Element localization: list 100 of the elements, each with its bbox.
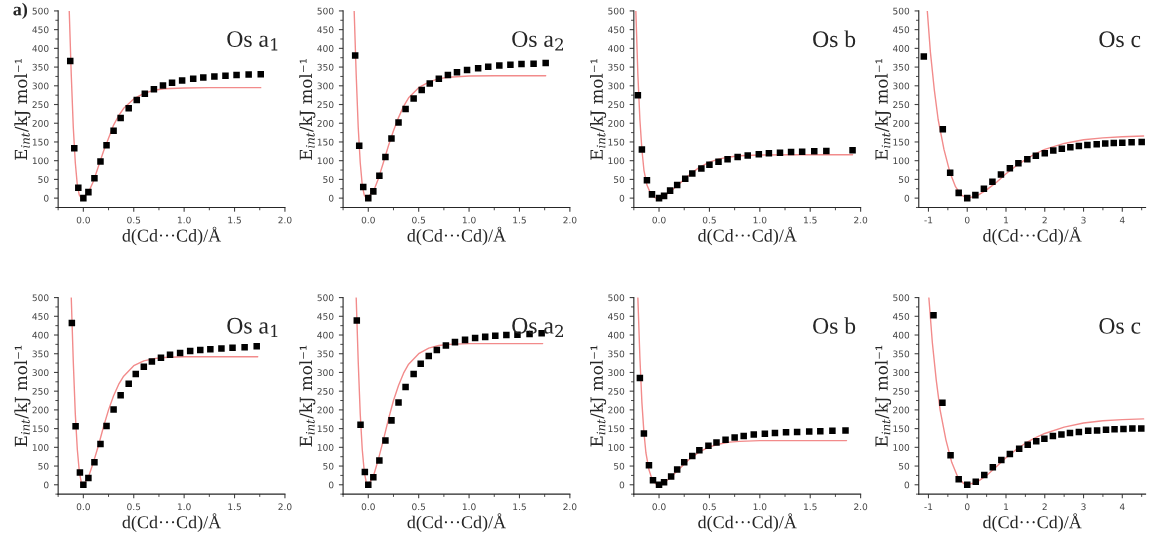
x-tick-label: 0.5 [412,216,426,224]
point [178,77,186,84]
point [426,80,434,87]
x-tick-label: 2 [1042,503,1047,511]
y-tick-label: 100 [317,157,334,165]
annotation: Os a$_{2}$ [512,31,563,51]
point [705,442,712,450]
x-axis-title: d(Cd···Cd)/Å [407,513,506,533]
point [72,423,79,430]
x-tick-label: 1.5 [804,216,817,224]
x-tick-label: 0 [964,503,970,511]
point [1050,147,1057,154]
annotation: Os c [1099,31,1141,48]
point [972,478,980,486]
point [1067,143,1074,151]
y-tick-label: 150 [317,425,334,433]
y-tick-label: 250 [317,387,334,395]
x-tick-label: 3 [1081,216,1086,224]
point [200,74,207,81]
point [103,142,110,149]
y-tick-label: 450 [317,313,334,320]
point [370,474,377,481]
x-tick-label: 1.0 [177,503,191,511]
y-tick-label: 50 [898,176,910,183]
x-tick-label: -1 [924,503,933,511]
y-tick-label: 100 [317,444,334,451]
point [125,105,132,112]
point [638,146,646,153]
point [538,329,545,337]
point [530,60,537,67]
y-tick-label: 0 [328,194,334,202]
x-tick-label: 2.0 [854,216,868,224]
point [989,178,996,185]
x-tick-label: 1.5 [228,216,241,224]
y-tick-label: 250 [893,101,910,109]
point [453,69,461,76]
point [731,434,738,441]
y-tick-label: 100 [608,157,625,165]
point [141,90,149,97]
y-tick-label: 250 [317,101,334,109]
x-tick-label: 2.0 [563,216,577,224]
y-tick-label: 500 [608,294,625,302]
point [1119,139,1126,146]
point [1120,425,1127,433]
point [713,439,720,446]
point [442,342,450,349]
y-tick-label: 300 [608,82,625,90]
point [755,151,763,158]
point [496,62,503,69]
x-axis-title: d(Cd···Cd)/Å [698,513,797,533]
point [1093,140,1100,148]
point [417,360,424,368]
point [1138,138,1145,146]
y-tick-label: 350 [317,350,334,358]
annotation: Os b [813,30,856,48]
point [148,358,156,365]
point [667,473,675,480]
y-axis-title: E$_{int}$/kJ mol⁻¹ [14,345,31,447]
y-tick-label: 350 [32,350,49,358]
point [257,70,264,78]
point [241,344,248,351]
x-tick-label: 0.5 [127,216,141,224]
point [357,421,364,429]
point [370,188,377,195]
point [750,431,758,438]
x-tick-label: 4 [1119,503,1125,511]
y-tick-label: 300 [893,369,910,377]
x-tick-label: 0.5 [702,216,716,224]
y-tick-label: 500 [317,294,334,302]
point [365,481,372,489]
point [395,119,402,126]
point [110,406,117,413]
point [715,158,722,166]
point [85,474,92,482]
annotation: Os c [1099,317,1141,334]
y-tick-label: 50 [323,176,334,183]
point [376,457,383,464]
x-tick-label: 2.0 [563,503,577,511]
y-tick-label: 350 [608,63,625,71]
y-tick-label: 450 [892,313,910,320]
y-tick-label: 0 [328,481,334,489]
point [189,75,197,82]
point [1102,426,1110,433]
y-tick-label: 150 [893,425,910,433]
y-tick-label: 150 [608,138,625,146]
x-tick-label: 1.5 [804,503,817,511]
y-tick-label: 200 [317,119,334,127]
y-tick-label: 50 [614,462,625,470]
y-axis-title: E$_{int}$/kJ mol⁻¹ [874,59,892,160]
x-tick-label: 1.0 [177,216,191,224]
point [159,82,167,89]
y-tick-label: 250 [32,101,49,109]
point [722,436,729,444]
y-tick-label: 400 [317,331,334,339]
point [388,417,395,424]
y-tick-label: 450 [32,313,49,320]
point [842,427,849,434]
annotation: Os a$_{1}$ [227,317,278,338]
point [503,331,510,339]
point [648,191,656,198]
